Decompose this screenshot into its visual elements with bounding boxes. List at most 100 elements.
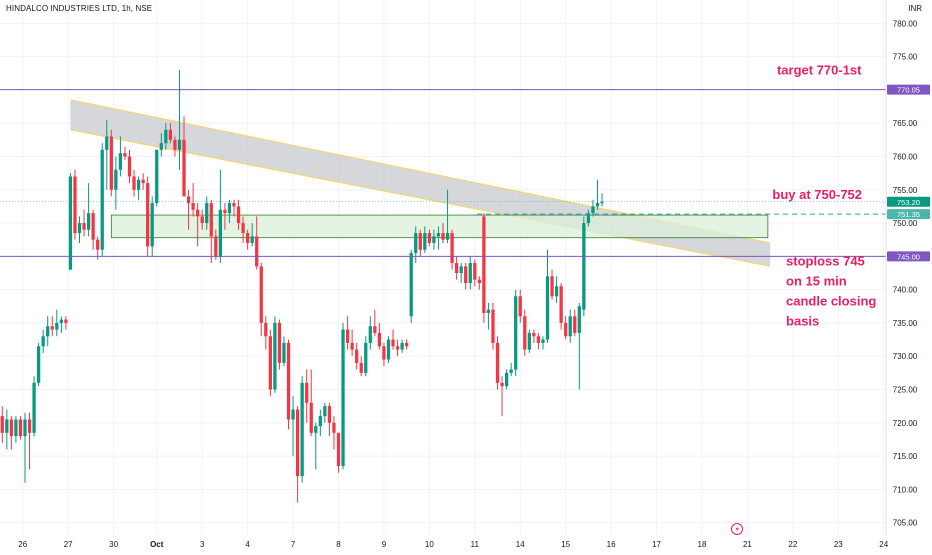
candle-body xyxy=(68,176,73,270)
candle-body xyxy=(345,329,350,343)
price-tick-label: 720.00 xyxy=(893,419,918,428)
candle-body xyxy=(459,266,463,273)
candle-body xyxy=(523,316,527,350)
time-axis[interactable]: 26 27 30 Oct 3 4 7 8 9 10 11 14 15 16 17 18 21 22 23 24 xyxy=(18,540,888,549)
candles xyxy=(0,69,604,503)
last-price-tag: 753.20 xyxy=(887,196,930,207)
candle xyxy=(564,316,568,340)
currency-label: INR xyxy=(908,4,922,13)
candle-body xyxy=(273,322,277,390)
candle-body xyxy=(545,276,550,340)
annotation-text: stoploss 745 xyxy=(786,254,865,269)
last-price-tag-bg xyxy=(887,196,930,207)
price-tick-label: 730.00 xyxy=(893,352,918,361)
candle xyxy=(341,322,345,470)
candle-body xyxy=(0,416,4,433)
candle-body xyxy=(86,213,91,230)
candle xyxy=(141,173,145,190)
candle xyxy=(327,402,332,437)
price-tick-label: 780.00 xyxy=(893,19,918,28)
price-tick-label: 715.00 xyxy=(893,452,918,461)
candle-body xyxy=(268,336,272,390)
candle xyxy=(509,362,513,377)
candle-body xyxy=(27,419,32,433)
text-annotations: target 770-1st buy at 750-752 stoploss 745… xyxy=(772,63,876,329)
candle-body xyxy=(395,346,400,350)
candle-body xyxy=(495,342,500,383)
candle xyxy=(182,116,186,197)
candle-body xyxy=(473,263,477,280)
candle xyxy=(345,316,350,350)
price-tick-label: 740.00 xyxy=(893,286,918,295)
candle xyxy=(91,209,95,250)
candle-body xyxy=(341,329,345,467)
price-tick-label: 755.00 xyxy=(893,186,918,195)
candle xyxy=(364,336,368,377)
annotation-text: candle closing xyxy=(786,294,876,309)
time-tick-label: 7 xyxy=(291,540,296,549)
candle-body xyxy=(577,306,581,333)
buy-level-tag: 751.35 xyxy=(887,209,930,220)
candle xyxy=(196,203,200,247)
candle xyxy=(368,316,372,350)
candle-body xyxy=(32,382,36,433)
candle xyxy=(82,209,86,237)
candle-body xyxy=(64,319,68,323)
candle-body xyxy=(377,332,382,347)
target-price-tag-text: 770.05 xyxy=(897,86,920,95)
candle-body xyxy=(509,369,513,373)
candle-body xyxy=(9,419,13,437)
candle-body xyxy=(454,263,459,273)
candle xyxy=(518,289,522,323)
candle-body xyxy=(14,419,18,437)
candle xyxy=(450,229,454,270)
time-tick-label: 4 xyxy=(245,540,250,549)
candle xyxy=(491,302,495,350)
candle-body xyxy=(182,139,186,197)
candle xyxy=(305,369,309,423)
candle-body xyxy=(414,233,418,254)
price-tags: 770.05 745.00 753.20 751.35 xyxy=(887,84,930,262)
annotation-text: on 15 min xyxy=(786,274,847,289)
candle-body xyxy=(382,346,386,360)
candle xyxy=(532,329,536,343)
candle-body xyxy=(359,362,363,373)
symbol-title: HINDALCO INDUSTRIES LTD, 1h, NSE xyxy=(6,4,153,13)
candle xyxy=(0,406,4,443)
time-tick-label: 16 xyxy=(607,540,616,549)
candle xyxy=(314,422,318,470)
candle xyxy=(595,179,600,210)
time-tick-label: 9 xyxy=(382,540,387,549)
candle-body xyxy=(232,203,236,207)
annotation-text: basis xyxy=(786,314,819,329)
candle-body xyxy=(218,209,222,257)
candle-body xyxy=(450,233,454,264)
price-tick-label: 705.00 xyxy=(893,519,918,528)
candle xyxy=(359,356,363,377)
candle xyxy=(46,316,50,347)
candle-body xyxy=(300,382,304,477)
candle-body xyxy=(409,253,413,317)
candle xyxy=(159,133,163,157)
candle xyxy=(241,216,245,244)
candle-body xyxy=(196,209,200,217)
candle xyxy=(164,123,168,150)
candle xyxy=(323,402,327,423)
candle-body xyxy=(264,322,268,337)
candle-body xyxy=(504,372,509,387)
overlay-lines xyxy=(0,89,886,257)
candle xyxy=(155,149,159,207)
candle xyxy=(504,369,509,390)
candle-body xyxy=(541,339,545,343)
candle xyxy=(23,412,27,483)
candle-body xyxy=(445,233,450,240)
candle xyxy=(436,226,441,250)
time-tick-label: 3 xyxy=(200,540,205,549)
candle-body xyxy=(486,309,491,313)
candle-body xyxy=(514,296,518,370)
candle xyxy=(273,316,277,393)
time-tick-label: 15 xyxy=(561,540,570,549)
lightning-icon[interactable] xyxy=(731,523,743,535)
candle-body xyxy=(59,319,63,323)
